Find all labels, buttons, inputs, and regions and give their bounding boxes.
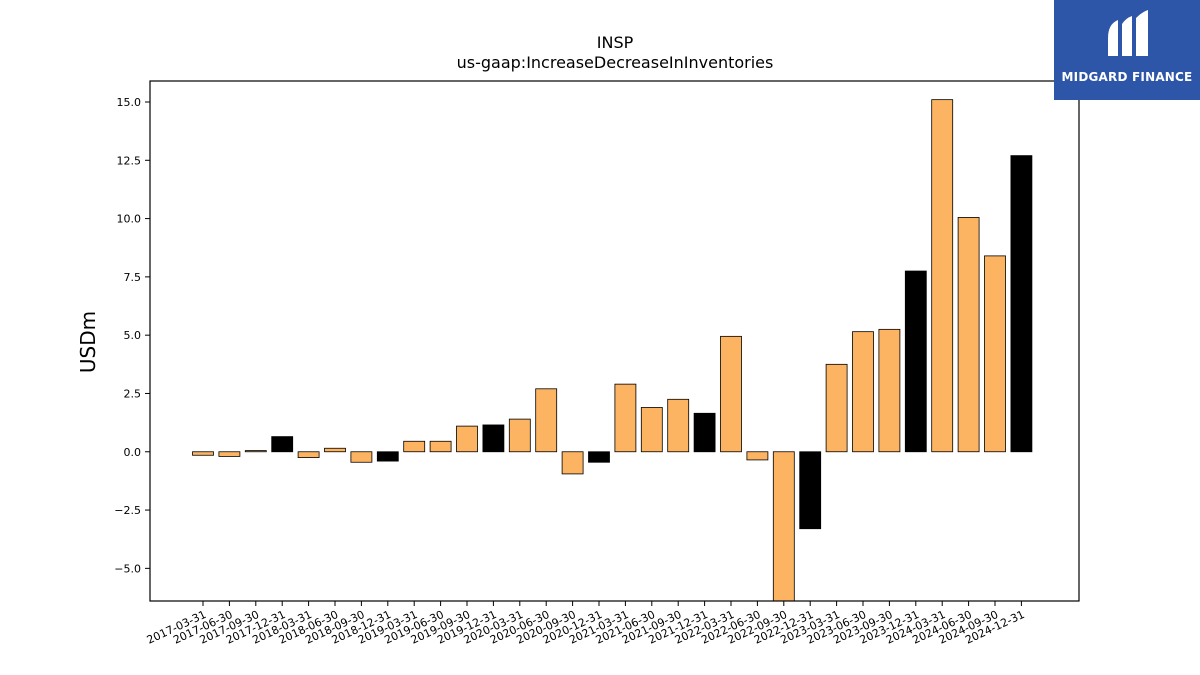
y-tick-label: 7.5 [124,271,142,284]
brand-name: MIDGARD FINANCE [1061,70,1193,84]
chart-subtitle: us-gaap:IncreaseDecreaseInInventories [457,53,774,72]
bar-2019-09-30 [456,425,478,453]
bar-2019-06-30 [429,440,452,453]
bar-2023-12-31 [904,270,927,453]
y-tick-label: 15.0 [117,96,142,109]
bar-2022-09-30 [772,451,795,602]
bar-2024-12-31 [1010,155,1033,453]
bar-2021-03-31 [614,383,637,453]
y-tick-label: 2.5 [124,387,142,400]
bar-2021-09-30 [667,398,690,453]
bar-2020-12-31 [588,451,610,463]
bar-2019-03-31 [403,440,426,453]
y-tick-label: 12.5 [117,154,142,167]
y-axis: −5.0 −2.5 0.0 2.5 5.0 7.5 10.0 12.5 15.0 [114,96,150,575]
y-axis-label: USDm [76,311,100,373]
bar-2020-06-30 [535,388,558,453]
bars-group [192,99,1033,602]
bar-2022-12-31 [799,451,822,530]
bar-2018-12-31 [376,451,399,462]
bar-2020-03-31 [508,418,531,453]
bar-2021-06-30 [640,407,663,453]
plot-frame [149,80,1080,602]
bar-2018-06-30 [324,447,346,453]
bar-2023-09-30 [878,328,901,453]
bar-2023-03-31 [825,363,848,453]
bar-2017-03-31 [192,451,214,456]
y-tick-label: −2.5 [114,504,141,517]
bar-2017-09-30 [244,450,267,453]
bar-2022-06-30 [746,451,769,461]
bar-2024-09-30 [984,255,1006,453]
chart-title: INSP [597,33,634,52]
y-tick-label: −5.0 [114,562,141,575]
bar-2022-03-31 [720,335,742,453]
bar-2017-12-31 [271,436,294,453]
brand-logo: MIDGARD FINANCE [1054,0,1200,100]
logo-mark-icon [1108,10,1148,56]
bar-2018-09-30 [350,451,373,463]
bar-2021-12-31 [693,412,716,453]
bar-2020-09-30 [561,451,584,475]
y-tick-label: 0.0 [124,446,142,459]
bar-2024-06-30 [957,217,980,453]
x-axis: 2017-03-312017-06-302017-09-302017-12-31… [145,601,1027,647]
y-tick-label: 10.0 [117,213,142,226]
bar-2023-06-30 [852,331,874,453]
bar-2024-03-31 [931,99,954,453]
bar-2017-06-30 [218,451,241,457]
bar-2019-12-31 [482,424,505,453]
bar-2018-03-31 [297,451,320,458]
y-tick-label: 5.0 [124,329,142,342]
